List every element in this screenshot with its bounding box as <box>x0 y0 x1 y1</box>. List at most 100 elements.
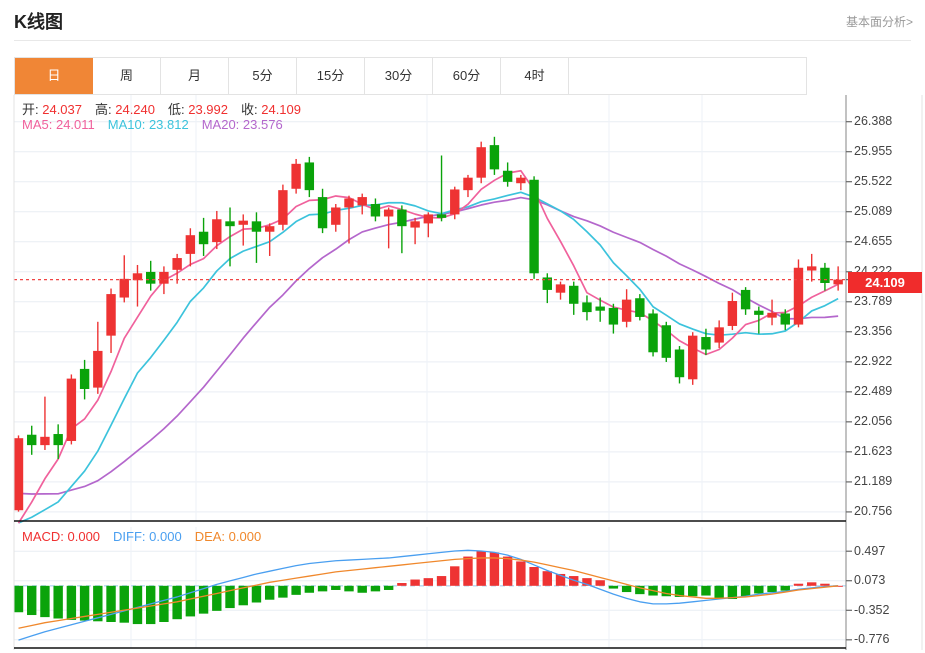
price-axis-label: 25.955 <box>854 144 893 159</box>
macd-bar <box>727 585 738 600</box>
macd-bar <box>674 585 685 597</box>
macd-bar <box>502 556 513 586</box>
macd-bar <box>278 585 288 598</box>
candle-body <box>463 177 473 191</box>
macd-bar <box>489 552 500 586</box>
candle-body <box>569 285 579 304</box>
page-title: K线图 <box>14 12 63 32</box>
fundamental-analysis-link[interactable]: 基本面分析> <box>845 15 913 29</box>
candle-body <box>674 349 685 378</box>
candle-body <box>754 310 764 315</box>
macd-bar <box>344 585 354 592</box>
macd-bar <box>476 551 486 586</box>
period-tab-bar: 日周月 5分 15分 30分 60分 4时 <box>14 57 807 95</box>
macd-axis-label: -0.776 <box>854 632 890 647</box>
candle-body <box>621 299 632 322</box>
price-axis-label: 21.189 <box>854 474 893 489</box>
macd-bar <box>595 580 605 586</box>
legend-item: 开: 24.037 <box>22 102 82 117</box>
candle-body <box>648 313 658 353</box>
candle-body <box>291 163 301 189</box>
macd-axis-label: 0.073 <box>854 573 886 588</box>
macd-bar <box>225 585 235 609</box>
macd-bar <box>238 585 248 606</box>
tab-5分[interactable]: 5分 <box>229 58 297 94</box>
candle-body <box>701 337 711 350</box>
macd-bar <box>27 585 37 616</box>
tab-15分[interactable]: 15分 <box>297 58 365 94</box>
macd-bar <box>754 585 764 594</box>
candle-body <box>370 204 381 217</box>
kline-chart[interactable] <box>0 95 925 653</box>
price-axis-label: 23.356 <box>854 324 893 339</box>
macd-bar <box>608 585 619 589</box>
macd-bar <box>304 585 315 593</box>
price-axis-label: 25.522 <box>854 174 893 189</box>
macd-bar <box>820 583 830 586</box>
macd-bar <box>661 585 671 597</box>
price-axis-label: 24.655 <box>854 234 893 249</box>
candle-body <box>132 273 143 281</box>
macd-bar <box>410 579 420 586</box>
candle-body <box>79 368 90 390</box>
candle-body <box>66 378 77 441</box>
tab-月[interactable]: 月 <box>161 58 229 94</box>
candle-body <box>767 312 777 318</box>
legend-item: MA10: 23.812 <box>107 117 189 132</box>
candle-body <box>489 145 500 170</box>
candle-body <box>595 306 605 311</box>
tab-60分[interactable]: 60分 <box>433 58 501 94</box>
candle-body <box>833 279 843 285</box>
macd-bar <box>13 585 24 613</box>
candle-body <box>331 207 341 225</box>
macd-bar <box>317 585 328 592</box>
legend-item: DIFF: 0.000 <box>113 529 182 544</box>
candle-body <box>304 162 315 191</box>
macd-bar <box>767 585 777 593</box>
tab-30分[interactable]: 30分 <box>365 58 433 94</box>
candle-body <box>423 214 434 224</box>
candle-body <box>212 219 222 243</box>
candle-body <box>582 302 592 313</box>
macd-bar <box>198 585 209 614</box>
candle-body <box>436 214 447 218</box>
macd-bar <box>93 585 103 622</box>
macd-bar <box>463 556 473 586</box>
macd-bar <box>331 585 341 590</box>
candle-body <box>264 226 275 232</box>
macd-bar <box>688 585 698 597</box>
price-axis-label: 22.489 <box>854 384 893 399</box>
price-axis-label: 25.089 <box>854 204 893 219</box>
candle-body <box>357 197 367 206</box>
macd-bar <box>357 585 367 593</box>
macd-bar <box>436 576 447 586</box>
macd-bar <box>582 578 592 586</box>
candle-body <box>450 189 460 215</box>
candle-body <box>344 198 354 208</box>
candle-body <box>317 197 328 229</box>
ma-legend: MA5: 24.011 MA10: 23.812 MA20: 23.576 <box>22 117 296 132</box>
macd-bar <box>212 585 222 611</box>
price-axis-label: 22.922 <box>854 354 893 369</box>
macd-bar <box>172 585 182 620</box>
macd-bar <box>569 576 579 586</box>
candle-body <box>807 266 817 271</box>
tab-日[interactable]: 日 <box>15 58 93 94</box>
macd-bar <box>132 585 143 625</box>
macd-bar <box>450 566 460 586</box>
current-price-badge: 24.109 <box>848 271 922 293</box>
tab-4时[interactable]: 4时 <box>501 58 569 94</box>
macd-bar <box>740 585 751 597</box>
header-divider <box>14 40 911 41</box>
candle-body <box>555 284 566 293</box>
candle-body <box>516 177 526 184</box>
macd-bar <box>397 583 407 586</box>
macd-bar <box>383 585 394 590</box>
chart-canvas[interactable] <box>0 95 925 653</box>
legend-item: 低: 23.992 <box>168 102 228 117</box>
macd-bar <box>807 582 817 586</box>
macd-bar <box>516 561 526 586</box>
candle-body <box>198 231 209 245</box>
candle-body <box>688 335 698 380</box>
tab-周[interactable]: 周 <box>93 58 161 94</box>
